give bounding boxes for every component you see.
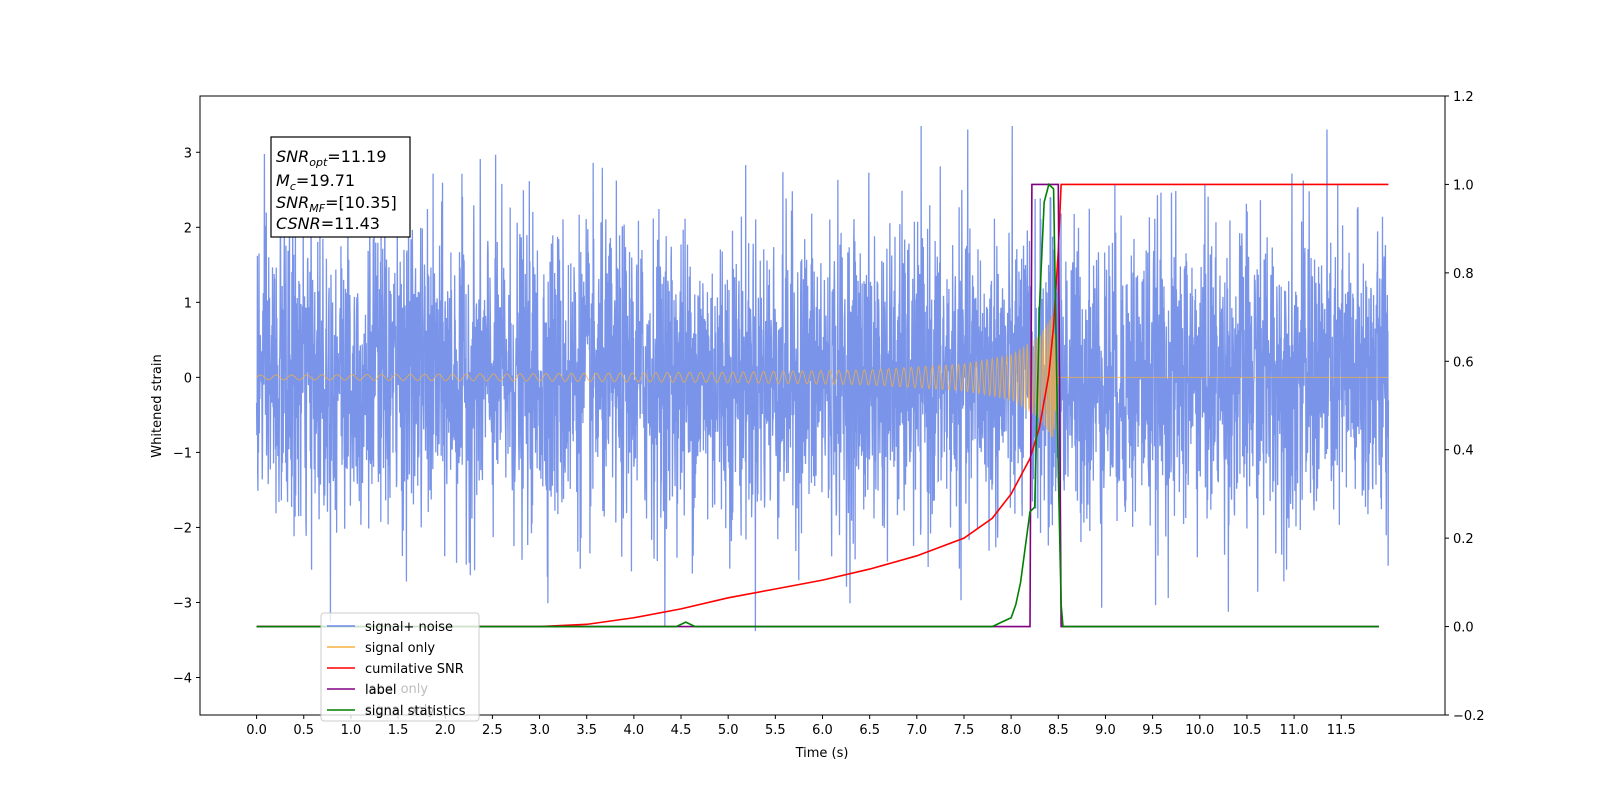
legend-obscured-signal-only: signal only [365, 703, 435, 718]
x-tick-label: 5.5 [765, 723, 786, 738]
y-axis-label: Whitened strain [150, 354, 165, 457]
series-line-signal-statistics [256, 182, 1379, 628]
legend-obscured-label-only: label only [365, 682, 428, 697]
x-tick-label: 8.5 [1048, 723, 1069, 738]
annotation-mc-sub: c [290, 180, 296, 193]
annotation-snr-opt-sub: opt [309, 156, 328, 169]
annotation-box: SNRopt=11.19 Mc=19.71 SNRMF=[10.35] CSNR… [270, 136, 411, 238]
x-tick-label: 2.0 [435, 723, 456, 738]
x-tick-label: 6.5 [859, 723, 880, 738]
series-layer [255, 126, 1390, 632]
series-line-signal-only [256, 314, 1389, 438]
x-tick-label: 11.0 [1280, 723, 1309, 738]
legend-label-label: label [365, 683, 396, 698]
x-tick-label: 1.0 [341, 723, 362, 738]
y-left-tick-label: 1 [184, 296, 192, 311]
y-right-tick-label: 0.2 [1453, 532, 1474, 547]
y-right-tick-label: −0.2 [1453, 709, 1485, 724]
legend-label-signal-noise: signal+ noise [365, 620, 453, 635]
x-tick-label: 6.0 [812, 723, 833, 738]
y-right-tick-label: 1.2 [1453, 90, 1474, 105]
y-left-tick-label: 0 [184, 371, 192, 386]
x-tick-label: 9.0 [1095, 723, 1116, 738]
legend-label-signal-only: signal only [365, 641, 435, 656]
y-right-tick-label: 0.0 [1453, 621, 1474, 636]
y-right-tick-label: 0.4 [1453, 444, 1474, 459]
annotation-frame [270, 136, 411, 238]
annotation-mc-value: =19.71 [296, 171, 355, 190]
x-tick-label: 0.0 [246, 723, 267, 738]
legend-frame [320, 612, 480, 722]
axes-layer: 0.0 0.5 1.0 1.5 2.0 2.5 3.0 3.5 4.0 4.5 5.0 5.5 6.0 6… [173, 90, 1485, 738]
x-tick-label: 11.5 [1327, 723, 1356, 738]
x-tick-label: 2.5 [482, 723, 503, 738]
x-tick-label: 3.5 [576, 723, 597, 738]
x-axis-label: Time (s) [795, 746, 849, 761]
y-left-tick-label: −2 [173, 521, 192, 536]
y-left-tick-label: −1 [173, 446, 192, 461]
annotation-snr-opt-value: =11.19 [327, 147, 386, 166]
x-tick-label: 5.0 [718, 723, 739, 738]
annotation-mc: Mc=19.71 [276, 171, 355, 193]
x-tick-label: 1.5 [388, 723, 409, 738]
y-left-tick-label: −4 [173, 671, 192, 686]
annotation-snr-mf-value: =[10.35] [325, 193, 397, 212]
annotation-csnr-value: =11.43 [321, 214, 380, 233]
annotation-snr-mf-base: SNR [276, 193, 309, 212]
x-tick-label: 9.5 [1142, 723, 1163, 738]
annotation-mc-base: M [276, 171, 290, 190]
x-tick-label: 4.5 [671, 723, 692, 738]
annotation-csnr: CSNR=11.43 [276, 214, 380, 233]
y-left-tick-label: 3 [184, 146, 192, 161]
series-line-signal-noise [255, 126, 1390, 632]
x-tick-label: 10.0 [1185, 723, 1214, 738]
y-right-tick-label: 1.0 [1453, 178, 1474, 193]
y-left-tick-label: −3 [173, 596, 192, 611]
x-tick-label: 8.0 [1001, 723, 1022, 738]
x-tick-label: 3.0 [529, 723, 550, 738]
series-line-cumilative-snr [256, 183, 1389, 628]
annotation-snr-opt-base: SNR [276, 147, 309, 166]
annotation-snr-opt: SNRopt=11.19 [276, 147, 387, 169]
y-right-tick-label: 0.6 [1453, 355, 1474, 370]
x-tick-label: 0.5 [293, 723, 314, 738]
y-left-tick-label: 2 [184, 221, 192, 236]
y-right-tick-label: 0.8 [1453, 267, 1474, 282]
x-tick-label: 10.5 [1232, 723, 1261, 738]
x-tick-label: 7.0 [906, 723, 927, 738]
legend-label-cumulative-snr: cumilative SNR [365, 662, 464, 677]
legend-label-signal-statistics: signal statistics [365, 704, 466, 719]
x-tick-label: 7.5 [954, 723, 975, 738]
annotation-snr-mf: SNRMF=[10.35] [276, 193, 397, 215]
legend: label only signal only signal+ noise sig… [320, 612, 480, 722]
annotation-snr-mf-sub: MF [309, 202, 325, 215]
x-tick-label: 4.0 [624, 723, 645, 738]
annotation-csnr-base: CSNR [276, 214, 321, 233]
